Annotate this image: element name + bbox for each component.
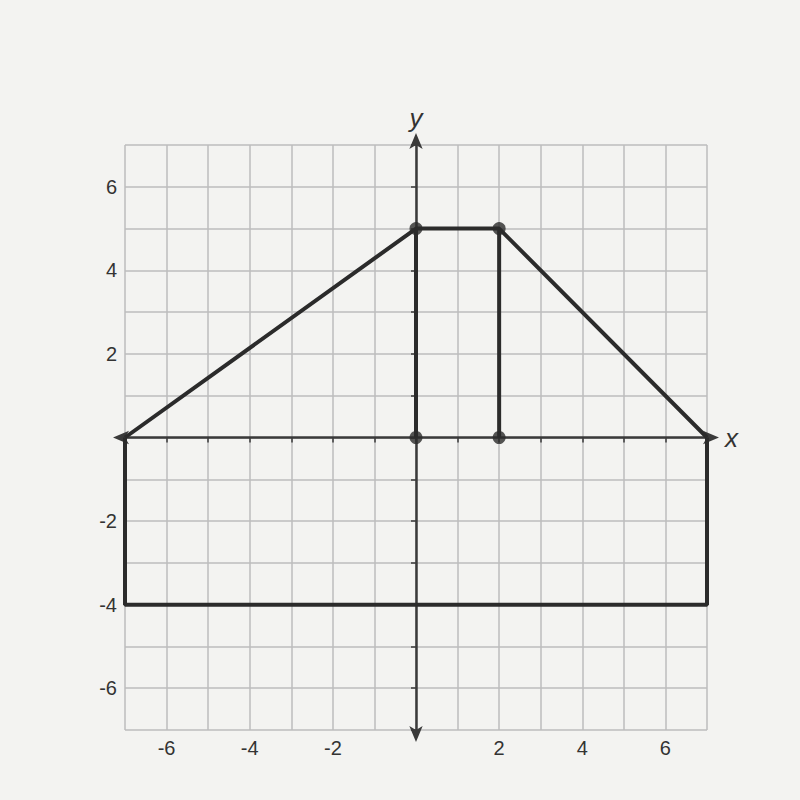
svg-text:-4: -4 — [99, 594, 117, 616]
svg-text:6: 6 — [660, 737, 671, 759]
svg-text:y: y — [408, 103, 425, 133]
svg-text:-6: -6 — [99, 677, 117, 699]
svg-text:-4: -4 — [241, 737, 259, 759]
svg-text:-2: -2 — [324, 737, 342, 759]
svg-text:4: 4 — [577, 737, 588, 759]
svg-text:-6: -6 — [158, 737, 176, 759]
svg-text:2: 2 — [106, 343, 117, 365]
svg-text:-2: -2 — [99, 510, 117, 532]
svg-text:4: 4 — [106, 259, 117, 281]
svg-text:x: x — [723, 423, 739, 453]
svg-text:6: 6 — [106, 176, 117, 198]
svg-text:2: 2 — [494, 737, 505, 759]
